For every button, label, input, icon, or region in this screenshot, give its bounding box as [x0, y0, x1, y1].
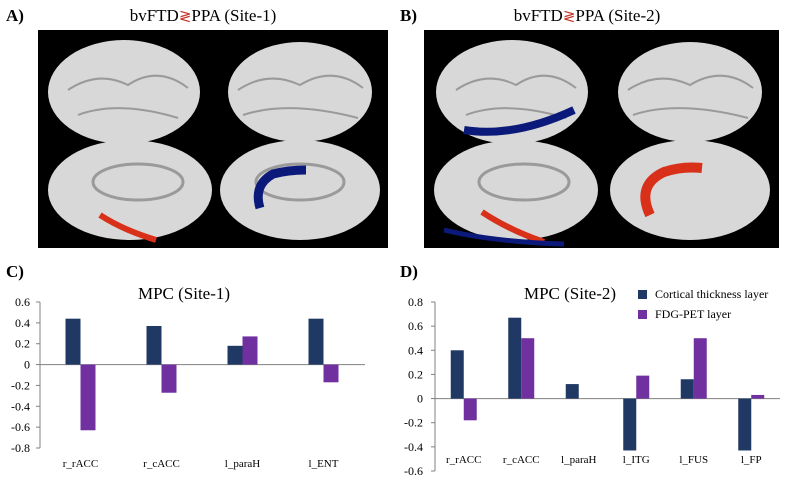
highlight-red-a — [98, 212, 157, 243]
y-tick-label: -0.4 — [404, 440, 423, 454]
brain-panel-a — [38, 30, 388, 248]
highlight-red-b — [480, 209, 545, 245]
bar-thickness — [680, 379, 694, 399]
highlight-blue-b-lateral — [463, 106, 576, 136]
y-tick-label: -0.6 — [404, 464, 423, 478]
panel-b-title-prefix: bvFTD — [513, 6, 563, 25]
panel-b-title: bvFTD≷PPA (Site-2) — [482, 6, 692, 26]
x-tick-label: l_ENT — [309, 458, 339, 470]
legend-label-fdg: FDG-PET layer — [655, 307, 732, 321]
x-tick-label: r_cACC — [143, 458, 180, 470]
highlight-blue-b-medial — [443, 227, 565, 247]
x-tick-label: r_cACC — [503, 454, 540, 466]
panel-c-label: C) — [6, 262, 24, 281]
y-tick-label: 0 — [24, 358, 30, 372]
bar-thickness — [623, 398, 637, 451]
bar-fdg — [161, 364, 177, 393]
x-tick-label: l_ITG — [623, 454, 650, 466]
panel-b-comparator: ≷ — [562, 9, 576, 25]
y-tick-label: -0.2 — [404, 416, 423, 430]
bar-fdg — [693, 338, 707, 399]
y-tick-label: 0.6 — [408, 319, 423, 333]
chart-c-title: MPC (Site-1) — [137, 284, 231, 303]
bar-thickness — [450, 350, 464, 399]
brain-panel-b — [424, 30, 779, 248]
panel-a-title-suffix: PPA (Site-1) — [191, 6, 277, 25]
highlight-blue-a — [253, 165, 307, 210]
y-tick-label: 0.6 — [15, 295, 30, 309]
y-tick-label: 0 — [417, 392, 423, 406]
brain-lateral-right — [228, 42, 372, 142]
y-tick-label: -0.6 — [11, 420, 30, 434]
x-tick-label: l_FUS — [679, 454, 708, 466]
legend-item-fdg: FDG-PET layer — [638, 307, 768, 322]
panel-a-comparator: ≷ — [178, 9, 192, 25]
legend-label-thickness: Cortical thickness layer — [655, 287, 769, 301]
y-tick-label: 0.4 — [15, 316, 30, 330]
brain-medial-right — [220, 140, 380, 240]
highlight-red-b-right — [640, 162, 703, 218]
legend-swatch-fdg — [638, 310, 647, 319]
bar-thickness — [65, 318, 81, 365]
y-tick-label: -0.8 — [11, 441, 30, 455]
bar-fdg — [636, 375, 650, 399]
bar-fdg — [463, 398, 477, 421]
chart-c: 0.6 0.4 0.2 0 -0.2 -0.4 -0.6 -0.8 r_rACC r_cACC l_… — [11, 295, 365, 470]
bar-thickness — [565, 384, 579, 399]
x-tick-label: r_rACC — [63, 458, 98, 470]
y-tick-label: 0.8 — [408, 295, 423, 309]
x-tick-label: r_rACC — [446, 454, 481, 466]
legend-item-thickness: Cortical thickness layer — [638, 287, 768, 302]
chart-d: 0.8 0.6 0.4 0.2 0 -0.2 -0.4 -0.6 r_rACC r_cACC l_p… — [404, 295, 780, 478]
brain-lateral-left — [48, 40, 200, 144]
legend-swatch-thickness — [638, 290, 647, 299]
x-tick-label: l_paraH — [225, 458, 260, 470]
bar-thickness — [146, 325, 162, 365]
panel-a-label: A) — [6, 6, 24, 25]
x-tick-label: l_FP — [741, 454, 762, 466]
y-tick-label: 0.2 — [15, 337, 30, 351]
bar-thickness — [508, 317, 522, 399]
y-tick-label: -0.2 — [11, 378, 30, 392]
legend: Cortical thickness layer FDG-PET layer — [638, 287, 768, 327]
bar-thickness — [738, 398, 752, 451]
y-tick-label: 0.4 — [408, 343, 423, 357]
brain-images-a — [48, 40, 380, 243]
bar-fdg — [80, 364, 96, 431]
bar-thickness — [227, 345, 243, 365]
bar-fdg — [323, 364, 339, 383]
chart-d-title: MPC (Site-2) — [523, 284, 617, 303]
panel-a-title-prefix: bvFTD — [129, 6, 179, 25]
brain-medial-left — [48, 140, 212, 240]
brain-images-b — [434, 40, 770, 247]
x-tick-label: l_paraH — [561, 454, 596, 466]
brain-medial-left — [434, 140, 598, 240]
y-tick-label: 0.2 — [408, 367, 423, 381]
bar-thickness — [308, 318, 324, 365]
panel-b-title-suffix: PPA (Site-2) — [575, 6, 661, 25]
brain-medial-right — [610, 140, 770, 240]
y-tick-label: -0.4 — [11, 399, 30, 413]
panel-b-label: B) — [400, 6, 417, 25]
brain-lateral-right — [618, 42, 762, 142]
bar-fdg — [521, 338, 535, 399]
panel-a-title: bvFTD≷PPA (Site-1) — [98, 6, 308, 26]
bar-fdg — [751, 394, 765, 399]
panel-d-label: D) — [400, 262, 418, 281]
bar-fdg — [242, 336, 258, 365]
